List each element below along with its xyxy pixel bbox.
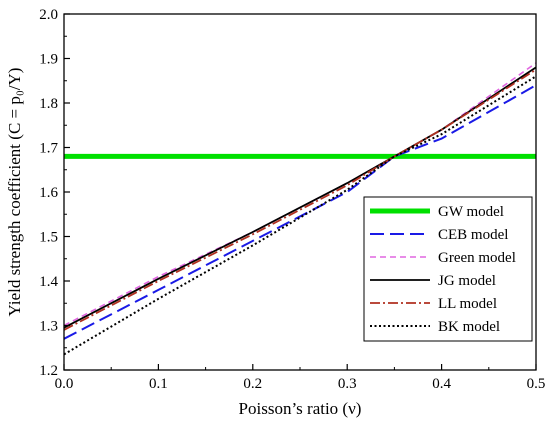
legend-label: BK model <box>438 319 500 335</box>
x-tick-label: 0.2 <box>243 376 262 392</box>
y-tick-label: 1.7 <box>39 141 58 157</box>
legend-label: Green model <box>438 250 516 266</box>
y-axis-title: Yield strength coefficient (C = p₀/Y) <box>5 68 24 317</box>
legend-label: LL model <box>438 296 497 312</box>
y-tick-label: 1.5 <box>39 230 58 246</box>
x-tick-label: 0.3 <box>338 376 357 392</box>
legend-label: GW model <box>438 204 504 220</box>
y-tick-label: 2.0 <box>39 7 58 23</box>
y-tick-label: 1.8 <box>39 96 58 112</box>
y-tick-label: 1.4 <box>39 274 58 290</box>
legend: GW model CEB model Green model JG model LL m… <box>364 197 532 341</box>
x-tick-label: 0.5 <box>527 376 546 392</box>
legend-label: CEB model <box>438 227 508 243</box>
y-tick-label: 1.2 <box>39 363 58 379</box>
x-tick-label: 0.1 <box>149 376 168 392</box>
y-tick-label: 1.3 <box>39 319 58 335</box>
legend-label: JG model <box>438 273 496 289</box>
x-axis-title: Poisson’s ratio (ν) <box>239 399 362 418</box>
x-tick-label: 0.4 <box>432 376 451 392</box>
y-tick-label: 1.9 <box>39 52 58 68</box>
y-tick-label: 1.6 <box>39 185 58 201</box>
